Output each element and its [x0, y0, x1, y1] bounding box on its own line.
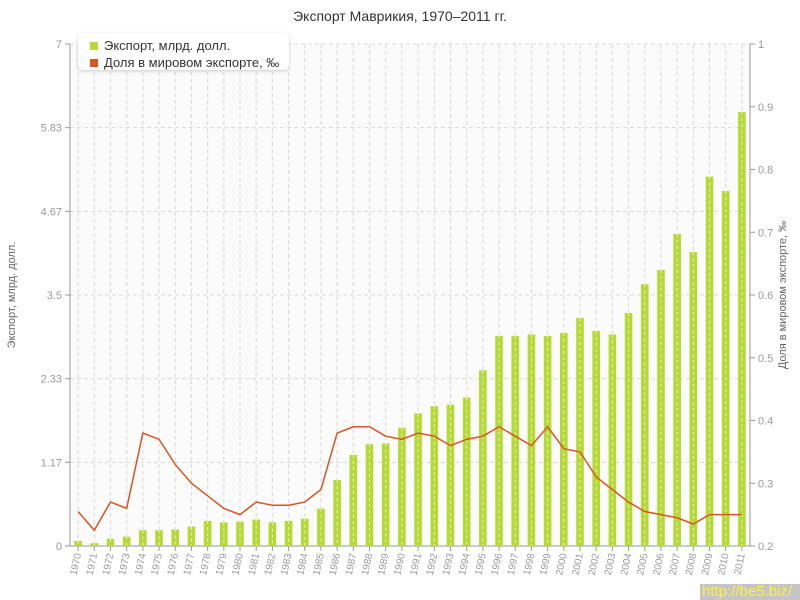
svg-text:1995: 1995: [473, 552, 488, 576]
svg-text:1994: 1994: [457, 552, 472, 576]
svg-text:1983: 1983: [279, 552, 294, 576]
svg-text:Экспорт, млрд. долл.: Экспорт, млрд. долл.: [6, 242, 18, 349]
svg-text:1976: 1976: [166, 552, 181, 576]
svg-text:1996: 1996: [490, 552, 505, 576]
svg-text:1984: 1984: [295, 552, 310, 576]
svg-text:1986: 1986: [328, 552, 343, 576]
svg-text:1970: 1970: [69, 552, 84, 576]
svg-text:2007: 2007: [668, 552, 683, 576]
svg-text:2006: 2006: [651, 552, 666, 576]
svg-text:2008: 2008: [684, 552, 699, 576]
svg-text:0: 0: [56, 541, 62, 553]
svg-text:1972: 1972: [101, 552, 116, 576]
svg-text:1973: 1973: [117, 552, 132, 576]
svg-text:0.4: 0.4: [758, 416, 773, 428]
svg-text:1: 1: [758, 39, 764, 51]
svg-text:1997: 1997: [506, 552, 521, 576]
svg-text:1989: 1989: [376, 552, 391, 576]
svg-text:1991: 1991: [409, 552, 424, 576]
svg-text:2005: 2005: [635, 552, 650, 576]
svg-text:1988: 1988: [360, 552, 375, 576]
svg-text:1990: 1990: [392, 552, 407, 576]
svg-text:0.8: 0.8: [758, 165, 773, 177]
svg-text:1978: 1978: [198, 552, 213, 576]
svg-text:0.3: 0.3: [758, 478, 773, 490]
svg-text:0.5: 0.5: [758, 353, 773, 365]
svg-text:0.9: 0.9: [758, 102, 773, 114]
svg-text:0.6: 0.6: [758, 290, 773, 302]
svg-text:1982: 1982: [263, 552, 278, 576]
svg-text:7: 7: [56, 39, 62, 51]
svg-text:1998: 1998: [522, 552, 537, 576]
svg-text:Доля в мировом экспорте, ‰: Доля в мировом экспорте, ‰: [777, 221, 789, 369]
svg-text:2000: 2000: [554, 552, 569, 576]
svg-text:1981: 1981: [247, 552, 262, 576]
svg-text:0.2: 0.2: [758, 541, 773, 553]
svg-text:2001: 2001: [571, 552, 586, 576]
svg-text:1979: 1979: [214, 552, 229, 576]
svg-text:2002: 2002: [587, 552, 602, 576]
svg-text:1992: 1992: [425, 552, 440, 576]
svg-text:1974: 1974: [133, 552, 148, 576]
svg-text:2003: 2003: [603, 552, 618, 576]
svg-text:1999: 1999: [538, 552, 553, 576]
svg-text:5.83: 5.83: [41, 123, 62, 135]
svg-text:0.7: 0.7: [758, 227, 773, 239]
svg-text:1987: 1987: [344, 552, 359, 576]
svg-text:2.33: 2.33: [41, 374, 62, 386]
svg-text:2004: 2004: [619, 552, 634, 576]
svg-text:1975: 1975: [150, 552, 165, 576]
svg-text:1985: 1985: [311, 552, 326, 576]
svg-text:1993: 1993: [441, 552, 456, 576]
svg-text:1971: 1971: [85, 552, 100, 576]
svg-text:2009: 2009: [700, 552, 715, 576]
svg-text:3.5: 3.5: [47, 290, 62, 302]
svg-text:4.67: 4.67: [41, 206, 62, 218]
svg-text:1.17: 1.17: [41, 457, 62, 469]
svg-text:2011: 2011: [733, 552, 748, 576]
svg-text:1980: 1980: [231, 552, 246, 576]
svg-text:1977: 1977: [182, 552, 197, 576]
svg-text:2010: 2010: [716, 552, 731, 576]
